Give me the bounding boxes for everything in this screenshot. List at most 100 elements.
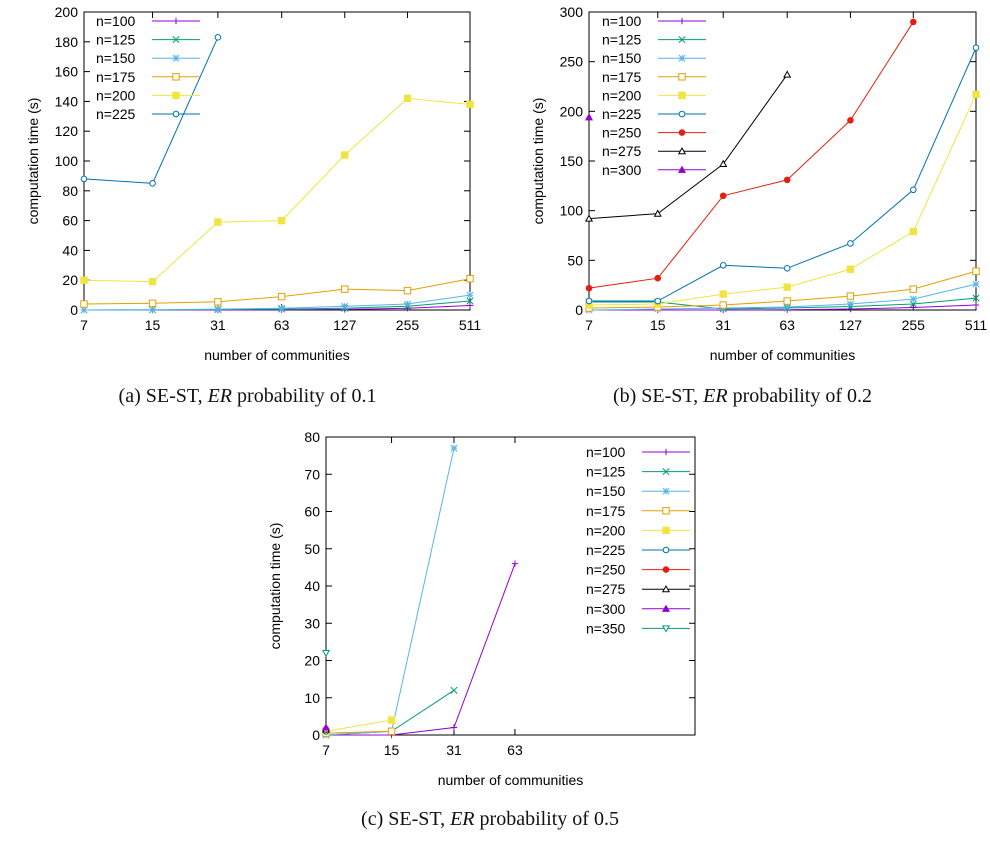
b-series-5-point-2 (719, 262, 727, 269)
c-legend-marker-8 (661, 604, 671, 612)
b-legend-label-3: n=175 (602, 69, 642, 85)
a-xtick-label-1: 15 (145, 317, 161, 333)
a-series-2-point-5 (403, 300, 412, 308)
c-legend-label-8: n=300 (586, 601, 626, 617)
a-ytick-label-9: 180 (55, 34, 79, 50)
b-legend-marker-6 (678, 129, 686, 136)
b-series-3-point-5 (909, 285, 918, 293)
a-series-1 (80, 297, 474, 314)
chart-a: 0 20 40 60 80 100 120 140 160 180 200 7 15 31 63 127 255… (25, 4, 482, 363)
c-legend-label-5: n=225 (586, 542, 626, 558)
b-series-7 (584, 70, 792, 222)
c-legend-label-2: n=150 (586, 483, 626, 499)
b-series-5-point-6 (972, 44, 980, 52)
b-series-4-line (588, 94, 977, 306)
b-series-6 (585, 18, 917, 292)
b-ytick-label-0: 0 (575, 302, 583, 318)
a-series-2-point-6 (466, 291, 474, 299)
caption-a: (a) SE-ST, ER probability of 0.1 (0, 385, 495, 408)
c-xtick-label-1: 15 (384, 742, 400, 758)
c-ytick-label-1: 10 (304, 690, 320, 706)
b-series-6-point-4 (847, 116, 854, 124)
c-legend-marker-4 (662, 526, 670, 535)
c-series-2 (322, 444, 458, 739)
b-xtick-label-3: 63 (779, 317, 795, 333)
a-legend-label-3: n=175 (96, 69, 136, 85)
a-series-4-point-6 (466, 100, 474, 109)
c-ytick-label-4: 40 (304, 578, 320, 594)
b-xtick-label-4: 127 (839, 317, 863, 333)
c-legend-label-1: n=125 (586, 464, 626, 480)
caption-b-prefix: (b) SE-ST, (612, 385, 704, 407)
a-series-2-point-4 (341, 302, 349, 310)
a-series-4-point-0 (80, 276, 88, 284)
b-legend-marker-5 (678, 110, 686, 118)
a-series-0-point-6 (466, 302, 474, 309)
a-series-4-point-5 (403, 94, 412, 103)
a-series-4-point-4 (341, 151, 349, 159)
a-xtick-label-4: 127 (333, 317, 357, 333)
b-ytick-label-4: 200 (560, 103, 584, 119)
c-plot-frame (325, 436, 696, 736)
a-series-4-line (83, 97, 471, 283)
c-legend-marker-1 (662, 468, 670, 476)
a-series-4-point-2 (214, 218, 222, 226)
c-legend-marker-6 (662, 566, 670, 573)
b-legend-marker-3 (678, 73, 686, 81)
caption-c-prefix: (c) SE-ST, (361, 808, 451, 830)
b-legend-marker-1 (678, 36, 686, 44)
c-series-2-line (325, 448, 455, 736)
b-legend-label-4: n=200 (602, 87, 642, 103)
a-ytick-label-1: 20 (62, 272, 78, 288)
b-legend-label-0: n=100 (602, 13, 642, 29)
b-plot-frame (588, 11, 977, 311)
b-series-2-point-3 (783, 303, 791, 311)
a-legend-marker-5 (172, 110, 180, 118)
a-xlabel: number of communities (204, 347, 350, 363)
b-xtick-label-5: 255 (902, 317, 926, 333)
b-series-6-point-1 (654, 274, 662, 282)
c-legend-marker-2 (662, 487, 670, 495)
a-legend-marker-0 (172, 17, 180, 25)
a-xtick-label-6: 511 (459, 317, 482, 333)
b-legend-marker-2 (678, 54, 686, 62)
c-legend-marker-5 (662, 546, 670, 554)
a-ytick-label-2: 40 (62, 242, 78, 258)
b-legend-label-7: n=275 (602, 143, 642, 159)
a-series-3-line (83, 278, 471, 305)
a-legend-label-4: n=200 (96, 87, 136, 103)
caption-c-er: ER (450, 808, 475, 830)
b-series-3-point-3 (783, 297, 791, 305)
caption-c-suffix: probability of 0.5 (474, 808, 619, 830)
b-series-2-point-5 (909, 295, 917, 303)
c-ytick-label-7: 70 (304, 466, 320, 482)
c-legend-marker-0 (662, 448, 670, 456)
c-series-4-point-1 (387, 716, 396, 724)
a-series-3-point-2 (214, 298, 222, 306)
a-xtick-label-0: 7 (80, 317, 88, 333)
b-series-0-point-6 (972, 301, 980, 309)
b-series-3 (585, 267, 980, 312)
a-series-5-point-0 (80, 175, 88, 183)
a-series-3-point-3 (277, 292, 286, 301)
c-series-8-point-0 (321, 723, 331, 731)
b-ytick-label-1: 50 (567, 252, 583, 268)
a-legend-label-1: n=125 (96, 32, 136, 48)
a-series-3-point-6 (466, 275, 474, 283)
a-ytick-label-3: 60 (62, 213, 78, 229)
a-legend-marker-2 (172, 54, 180, 62)
c-xtick-label-0: 7 (322, 742, 330, 758)
chart-panel-b: 0 50 100 150 200 250 300 7 15 31 63 127 255 511 number… (495, 0, 990, 420)
c-series-1-point-2 (450, 686, 458, 694)
b-series-7-point-0 (584, 214, 594, 222)
a-legend-label-2: n=150 (96, 50, 136, 66)
a-legend-marker-1 (172, 36, 180, 44)
c-series-8 (321, 723, 331, 731)
b-series-2-point-4 (846, 300, 854, 308)
b-series-4-point-2 (719, 290, 727, 298)
a-series-4-point-1 (148, 277, 157, 286)
b-xlabel: number of communities (710, 347, 856, 363)
a-ytick-label-6: 120 (55, 123, 79, 139)
b-series-5-point-3 (783, 264, 791, 272)
b-series-3-point-4 (846, 292, 855, 300)
